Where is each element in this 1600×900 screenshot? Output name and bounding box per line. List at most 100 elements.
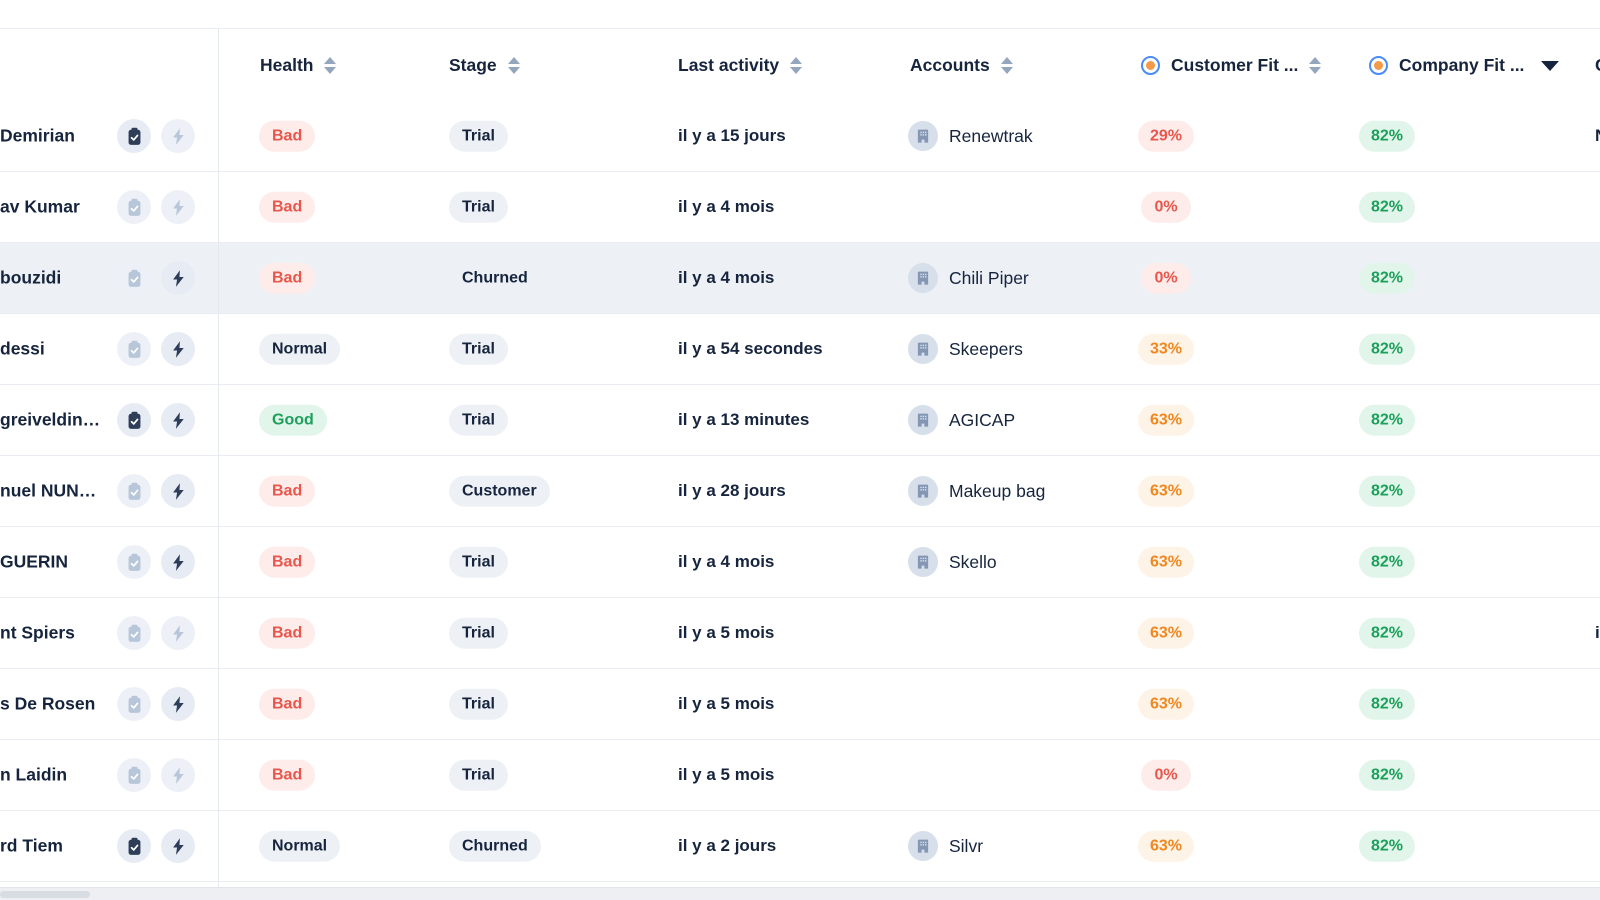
last-activity-text: il y a 2 jours <box>678 836 777 855</box>
tasks-clipboard-icon[interactable] <box>117 829 151 863</box>
health-badge: Bad <box>259 475 316 507</box>
company-fit-score: 82% <box>1358 546 1416 578</box>
customer-fit-score: 0% <box>1141 191 1191 223</box>
sort-icon[interactable] <box>324 57 337 74</box>
table-row[interactable]: rd Tiem Normal Churned il y a 2 jours <box>0 811 1600 882</box>
health-badge: Normal <box>259 830 341 862</box>
last-activity-text: il y a 4 mois <box>678 268 775 287</box>
account-name: Silvr <box>949 835 984 856</box>
account-link[interactable]: AGICAP <box>908 405 1015 435</box>
table-row[interactable]: n Laidin Bad Trial il y a 5 mois 0% 82% <box>0 740 1600 811</box>
sort-icon[interactable] <box>507 57 520 74</box>
column-header-accounts[interactable]: Accounts <box>910 29 1013 102</box>
activity-bolt-icon[interactable] <box>161 403 195 437</box>
tasks-clipboard-icon[interactable] <box>117 474 151 508</box>
tasks-clipboard-icon[interactable] <box>117 119 151 153</box>
fit-score-icon <box>1141 56 1160 75</box>
building-icon <box>908 121 938 151</box>
last-activity-text: il y a 13 minutes <box>678 410 810 429</box>
contact-name: s De Rosen <box>0 693 96 714</box>
tasks-clipboard-icon[interactable] <box>117 190 151 224</box>
table-rows: Demirian Bad Trial il y a 15 jours <box>0 101 1600 882</box>
column-header-clipped[interactable]: C <box>1595 29 1600 102</box>
table-row[interactable]: nuel NUN… Bad Customer il y a 28 jours <box>0 456 1600 527</box>
tasks-clipboard-icon[interactable] <box>117 403 151 437</box>
activity-bolt-icon[interactable] <box>161 332 195 366</box>
column-header-health[interactable]: Health <box>260 29 337 102</box>
company-fit-score: 82% <box>1358 191 1416 223</box>
table-row[interactable]: bouzidi Bad Churned il y a 4 mois <box>0 243 1600 314</box>
company-fit-score: 82% <box>1358 404 1416 436</box>
sort-icon[interactable] <box>1000 57 1013 74</box>
activity-bolt-icon[interactable] <box>161 829 195 863</box>
building-icon <box>908 547 938 577</box>
activity-bolt-icon[interactable] <box>161 687 195 721</box>
account-name: Renewtrak <box>949 125 1033 146</box>
stage-badge: Churned <box>449 262 541 294</box>
contact-name: greiveldin… <box>0 409 101 430</box>
last-activity-text: il y a 4 mois <box>678 552 775 571</box>
activity-bolt-icon[interactable] <box>161 190 195 224</box>
tasks-clipboard-icon[interactable] <box>117 687 151 721</box>
activity-bolt-icon[interactable] <box>161 616 195 650</box>
health-badge: Bad <box>259 120 316 152</box>
building-icon <box>908 476 938 506</box>
stage-badge: Trial <box>449 191 508 223</box>
tasks-clipboard-icon[interactable] <box>117 261 151 295</box>
stage-badge: Trial <box>449 333 508 365</box>
health-badge: Bad <box>259 546 316 578</box>
horizontal-scrollbar[interactable] <box>0 887 1600 900</box>
last-activity-text: il y a 5 mois <box>678 623 775 642</box>
contact-name: nuel NUN… <box>0 480 97 501</box>
table-row[interactable]: greiveldin… Good Trial il y a 13 minutes <box>0 385 1600 456</box>
building-icon <box>908 831 938 861</box>
tasks-clipboard-icon[interactable] <box>117 758 151 792</box>
account-link[interactable]: Renewtrak <box>908 121 1033 151</box>
last-activity-text: il y a 54 secondes <box>678 339 823 358</box>
table-row[interactable]: s De Rosen Bad Trial il y a 5 mois 63% 8… <box>0 669 1600 740</box>
account-link[interactable]: Skeepers <box>908 334 1023 364</box>
column-header-stage[interactable]: Stage <box>449 29 520 102</box>
column-label-customer-fit: Customer Fit ... <box>1171 55 1299 75</box>
table-row[interactable]: dessi Normal Trial il y a 54 secondes <box>0 314 1600 385</box>
table-row[interactable]: av Kumar Bad Trial il y a 4 mois 0% 82% <box>0 172 1600 243</box>
activity-bolt-icon[interactable] <box>161 758 195 792</box>
account-link[interactable]: Chili Piper <box>908 263 1029 293</box>
building-icon <box>908 405 938 435</box>
building-icon <box>908 334 938 364</box>
stage-badge: Trial <box>449 688 508 720</box>
contact-name: av Kumar <box>0 196 80 217</box>
table-row[interactable]: nt Spiers Bad Trial il y a 5 mois 63% 82… <box>0 598 1600 669</box>
clipped-cell-text: il <box>1595 623 1600 642</box>
company-fit-score: 82% <box>1358 262 1416 294</box>
column-header-customer-fit[interactable]: Customer Fit ... <box>1141 29 1322 102</box>
health-badge: Bad <box>259 688 316 720</box>
tasks-clipboard-icon[interactable] <box>117 545 151 579</box>
activity-bolt-icon[interactable] <box>161 261 195 295</box>
account-name: Skeepers <box>949 338 1023 359</box>
tasks-clipboard-icon[interactable] <box>117 332 151 366</box>
account-name: Chili Piper <box>949 267 1029 288</box>
building-icon <box>908 263 938 293</box>
company-fit-score: 82% <box>1358 830 1416 862</box>
sort-icon[interactable] <box>790 57 803 74</box>
activity-bolt-icon[interactable] <box>161 474 195 508</box>
tasks-clipboard-icon[interactable] <box>117 616 151 650</box>
sort-icon[interactable] <box>1309 57 1322 74</box>
account-link[interactable]: Silvr <box>908 831 983 861</box>
column-header-company-fit[interactable]: Company Fit ... <box>1369 29 1560 102</box>
company-fit-score: 82% <box>1358 617 1416 649</box>
table-row[interactable]: GUERIN Bad Trial il y a 4 mois <box>0 527 1600 598</box>
activity-bolt-icon[interactable] <box>161 119 195 153</box>
column-header-last-activity[interactable]: Last activity <box>678 29 803 102</box>
activity-bolt-icon[interactable] <box>161 545 195 579</box>
horizontal-scrollbar-thumb[interactable] <box>0 891 90 898</box>
sort-desc-icon[interactable] <box>1541 60 1560 71</box>
account-link[interactable]: Makeup bag <box>908 476 1045 506</box>
table-row[interactable]: Demirian Bad Trial il y a 15 jours <box>0 101 1600 172</box>
table-header: Health Stage Last activity Accounts Cust… <box>0 28 1600 103</box>
customer-fit-score: 63% <box>1137 475 1195 507</box>
column-label-health: Health <box>260 55 314 75</box>
stage-badge: Trial <box>449 759 508 791</box>
account-link[interactable]: Skello <box>908 547 997 577</box>
